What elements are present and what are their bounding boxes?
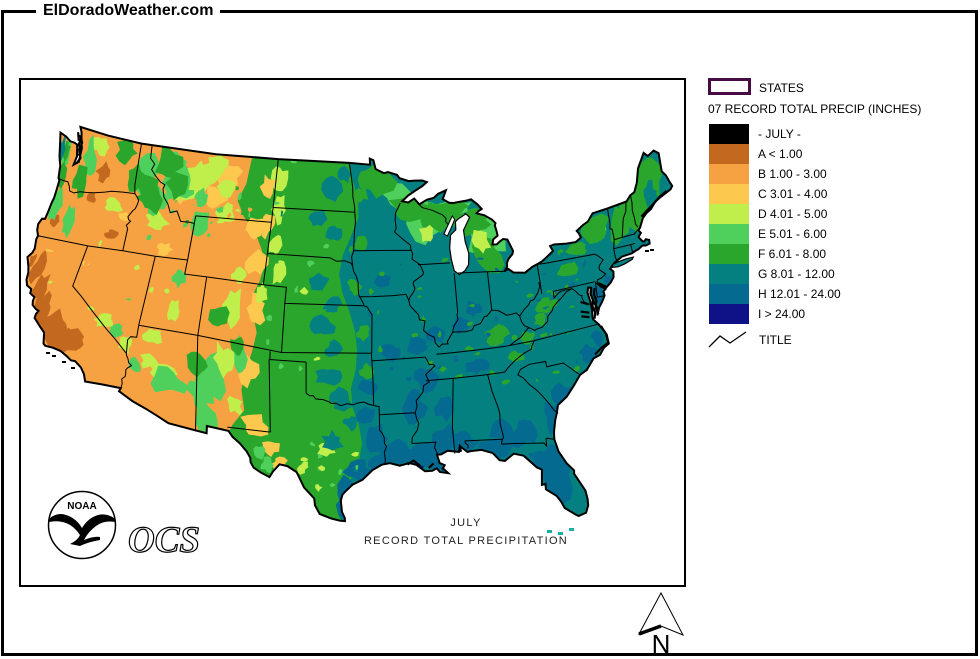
svg-text:NOAA: NOAA <box>67 501 96 512</box>
svg-text:OCS: OCS <box>128 520 200 561</box>
svg-text:N: N <box>652 629 671 658</box>
